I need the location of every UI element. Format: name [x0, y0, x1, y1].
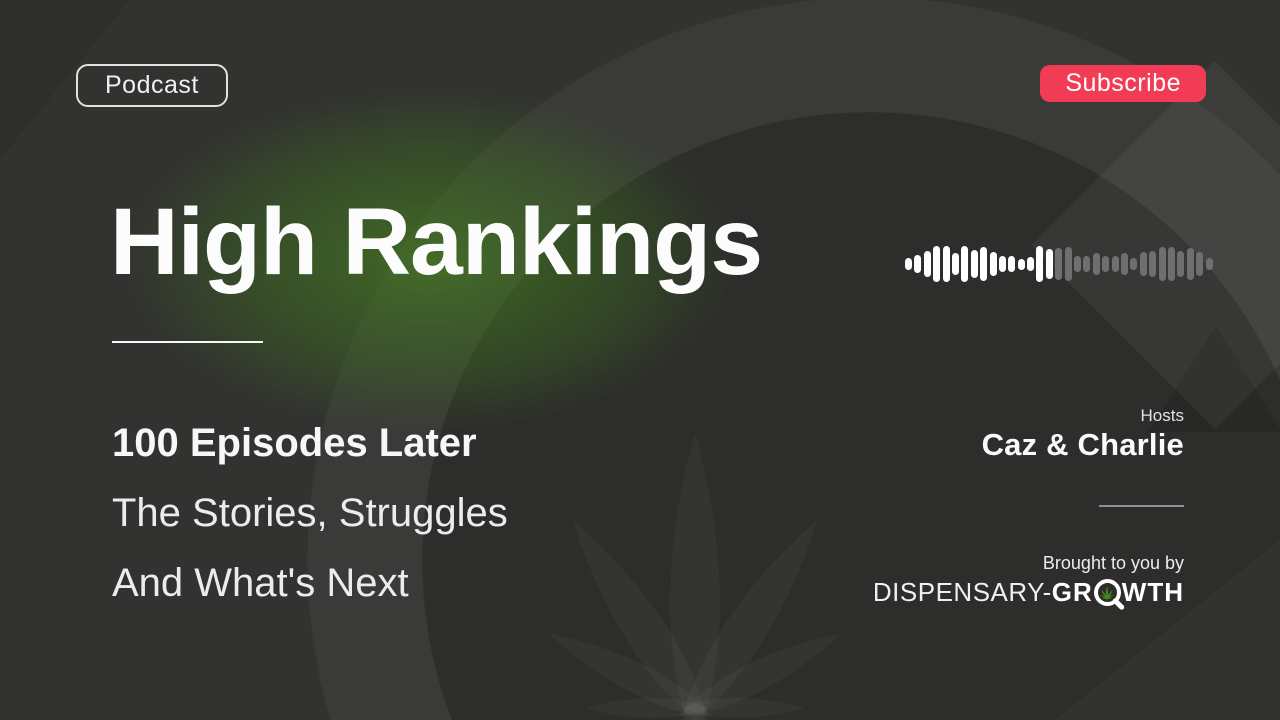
episode-subtitle: 100 Episodes Later The Stories, Struggle… — [112, 408, 508, 618]
sponsor-tagline: Brought to you by — [1042, 553, 1184, 573]
waveform-bar — [1074, 256, 1082, 272]
waveform-bar — [1083, 256, 1091, 272]
waveform-bar — [1111, 256, 1119, 272]
waveform-bar — [923, 251, 931, 277]
episode-title: High Rankings — [110, 189, 763, 295]
waveform-bar — [1036, 246, 1044, 282]
waveform-bar — [1027, 257, 1035, 271]
waveform-bar — [933, 246, 941, 282]
hosts-label: Hosts — [1140, 406, 1184, 425]
hosts-divider — [1099, 505, 1184, 507]
subscribe-button-label: Subscribe — [1065, 69, 1181, 97]
waveform-bar — [1177, 251, 1185, 277]
brand-logo[interactable]: DISPENSARY- GR WTH — [872, 577, 1184, 611]
waveform-bar — [1167, 247, 1175, 281]
waveform-bar — [980, 247, 988, 281]
subtitle-line-3: And What's Next — [112, 561, 409, 605]
waveform-bar — [1008, 256, 1016, 272]
waveform-bar — [1045, 249, 1053, 279]
waveform-bar — [1149, 251, 1157, 277]
subtitle-line-2: The Stories, Struggles — [112, 491, 508, 535]
podcast-badge[interactable]: Podcast — [76, 64, 228, 107]
title-divider — [112, 341, 263, 343]
podcast-badge-label: Podcast — [105, 71, 199, 99]
waveform-bar — [1055, 248, 1063, 280]
waveform-bar — [942, 246, 950, 282]
hosts-names: Caz & Charlie — [981, 427, 1184, 462]
waveform-bar — [1205, 258, 1213, 270]
subtitle-headline: 100 Episodes Later — [112, 421, 477, 465]
waveform[interactable] — [905, 242, 1213, 286]
waveform-bar — [951, 253, 959, 275]
sponsor-block: Brought to you by DISPENSARY- GR WTH — [872, 552, 1184, 611]
growth-arrow-diamond — [1031, 61, 1280, 429]
waveform-bar — [1120, 253, 1128, 275]
brand-bold-left: GR — [1051, 577, 1093, 607]
waveform-bar — [1064, 247, 1072, 281]
arrow-notch — [1148, 326, 1280, 432]
waveform-bar — [1196, 252, 1204, 276]
waveform-bar — [970, 250, 978, 278]
waveform-bar — [1092, 253, 1100, 275]
waveform-bar — [1158, 247, 1166, 281]
waveform-bar — [1186, 248, 1194, 280]
waveform-bar — [1017, 258, 1025, 270]
subscribe-button[interactable]: Subscribe — [1040, 65, 1206, 102]
waveform-bar — [1130, 258, 1138, 270]
waveform-bar — [1139, 252, 1147, 276]
brand-bold-right: WTH — [1121, 577, 1184, 607]
hosts-block: Hosts Caz & Charlie — [982, 406, 1184, 464]
magnifier-o-icon — [1093, 579, 1126, 611]
waveform-bar — [914, 255, 922, 273]
waveform-bar — [998, 256, 1006, 272]
waveform-bar — [1102, 256, 1110, 272]
waveform-bar — [989, 252, 997, 276]
brand-light-text: DISPENSARY- — [872, 577, 1052, 607]
waveform-bar — [905, 258, 912, 270]
waveform-bar — [961, 246, 969, 282]
